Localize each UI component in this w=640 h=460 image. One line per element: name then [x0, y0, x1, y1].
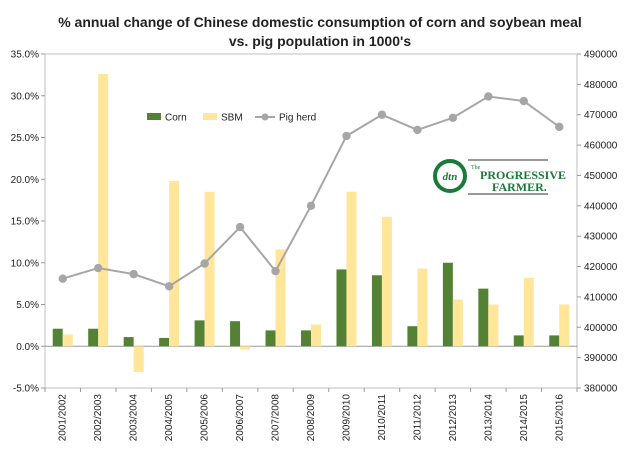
x-axis-category-label: 2009/2010 [341, 394, 352, 442]
left-axis-tick-label: 0.0% [16, 342, 39, 353]
sbm-bar [523, 277, 534, 347]
right-axis-tick-label: 380000 [584, 384, 618, 395]
pig-herd-point [235, 222, 245, 232]
right-axis-tick-label: 420000 [584, 262, 618, 273]
x-axis-category-label: 2011/2012 [412, 394, 423, 441]
sbm-bar [98, 74, 109, 347]
corn-bar [371, 275, 382, 347]
left-axis-tick-label: -5.0% [13, 384, 39, 395]
x-axis-category-label: 2003/2004 [129, 394, 140, 442]
right-axis-tick-label: 390000 [584, 353, 618, 364]
left-axis-tick-label: 30.0% [11, 91, 39, 102]
left-axis-tick-label: 35.0% [11, 50, 39, 61]
legend-label-sbm: SBM [221, 113, 243, 124]
left-axis-tick-label: 10.0% [11, 258, 39, 269]
legend-swatch-sbm [203, 113, 217, 120]
corn-bar [194, 320, 205, 347]
x-axis-category-label: 2012/2013 [448, 394, 459, 442]
pig-herd-point [448, 113, 458, 122]
right-axis-tick-label: 430000 [584, 232, 618, 243]
logo-brand-line-1: PROGRESSIVE [480, 168, 566, 182]
x-axis-category-label: 2014/2015 [519, 394, 530, 442]
pig-herd-point [484, 92, 493, 101]
pig-herd-point [342, 131, 351, 141]
left-axis-tick-label: 5.0% [16, 300, 39, 311]
sbm-bar [381, 216, 392, 347]
corn-bar [336, 269, 347, 347]
sbm-bar [452, 299, 463, 347]
x-axis-category-label: 2006/2007 [235, 394, 246, 442]
pig-herd-point [94, 263, 103, 273]
corn-bar [265, 330, 276, 347]
x-axis-category-label: 2001/2002 [58, 394, 69, 442]
x-axis-category-label: 2013/2014 [483, 394, 494, 442]
right-axis-tick-label: 480000 [584, 80, 618, 91]
x-axis-category-label: 2015/2016 [554, 394, 565, 442]
pig-herd-point [555, 122, 564, 132]
sbm-bar [169, 180, 180, 347]
left-axis-tick-label: 15.0% [11, 217, 39, 228]
right-axis-tick-label: 490000 [584, 50, 618, 61]
x-axis-category-label: 2004/2005 [164, 394, 175, 442]
pig-herd-point [519, 96, 528, 106]
dtn-logo-ring [433, 159, 467, 193]
corn-bar [301, 330, 311, 347]
legend-label-pig-herd: Pig herd [279, 113, 316, 124]
corn-bar [478, 288, 489, 347]
sbm-bar [559, 304, 570, 347]
sbm-bar [346, 191, 357, 347]
legend-label-corn: Corn [165, 113, 187, 124]
logo-brand-line-2: FARMER. [492, 180, 547, 194]
pig-herd-point [377, 110, 387, 119]
legend-swatch-corn [147, 113, 161, 120]
pig-herd-point [271, 266, 280, 276]
sbm-bar [275, 249, 286, 347]
x-axis-category-label: 2002/2003 [93, 394, 104, 442]
corn-bar [549, 335, 560, 347]
progressive-farmer-logo: dtn The PROGRESSIVE FARMER. [433, 159, 566, 195]
dtn-logo-mark: dtn [443, 171, 458, 183]
left-axis-tick-label: 20.0% [11, 175, 39, 186]
pig-herd-point [164, 282, 174, 291]
corn-bar [123, 337, 134, 347]
sbm-bar [133, 346, 144, 373]
sbm-bar [417, 268, 428, 347]
right-axis-tick-label: 470000 [584, 110, 618, 121]
corn-bar [407, 326, 418, 347]
corn-bar [230, 321, 241, 347]
pig-herd-point [58, 274, 67, 283]
chart-title-line-2: vs. pig population in 1000's [229, 33, 411, 49]
sbm-bar [311, 324, 321, 347]
right-axis-tick-label: 450000 [584, 171, 618, 182]
corn-bar [88, 328, 99, 347]
x-axis-category-label: 2008/2009 [306, 394, 317, 442]
corn-bar [513, 335, 524, 347]
left-axis-tick-label: 25.0% [11, 133, 39, 144]
x-axis-category-label: 2007/2008 [271, 394, 282, 442]
right-axis-tick-label: 440000 [584, 201, 618, 212]
corn-bar [52, 328, 63, 347]
corn-bar [442, 262, 453, 347]
corn-bar [159, 337, 170, 347]
logo-top-word: The [471, 165, 481, 171]
right-axis-tick-label: 460000 [584, 141, 618, 152]
legend-marker-pig-herd [261, 113, 269, 121]
pig-herd-point [306, 201, 316, 211]
pig-herd-point [200, 259, 209, 268]
sbm-bar [240, 346, 251, 350]
sbm-bar [62, 334, 73, 347]
pig-herd-line [62, 95, 560, 288]
pig-herd-point [129, 269, 138, 279]
sbm-bar [488, 304, 499, 347]
right-axis-tick-label: 400000 [584, 323, 618, 334]
chart-title-line-1: % annual change of Chinese domestic cons… [58, 14, 582, 30]
x-axis-category-label: 2005/2006 [200, 394, 211, 442]
right-axis-tick-label: 410000 [584, 292, 618, 303]
pig-herd-point [413, 125, 422, 135]
x-axis-category-label: 2010/2011 [377, 394, 388, 441]
sbm-bar [204, 191, 215, 347]
